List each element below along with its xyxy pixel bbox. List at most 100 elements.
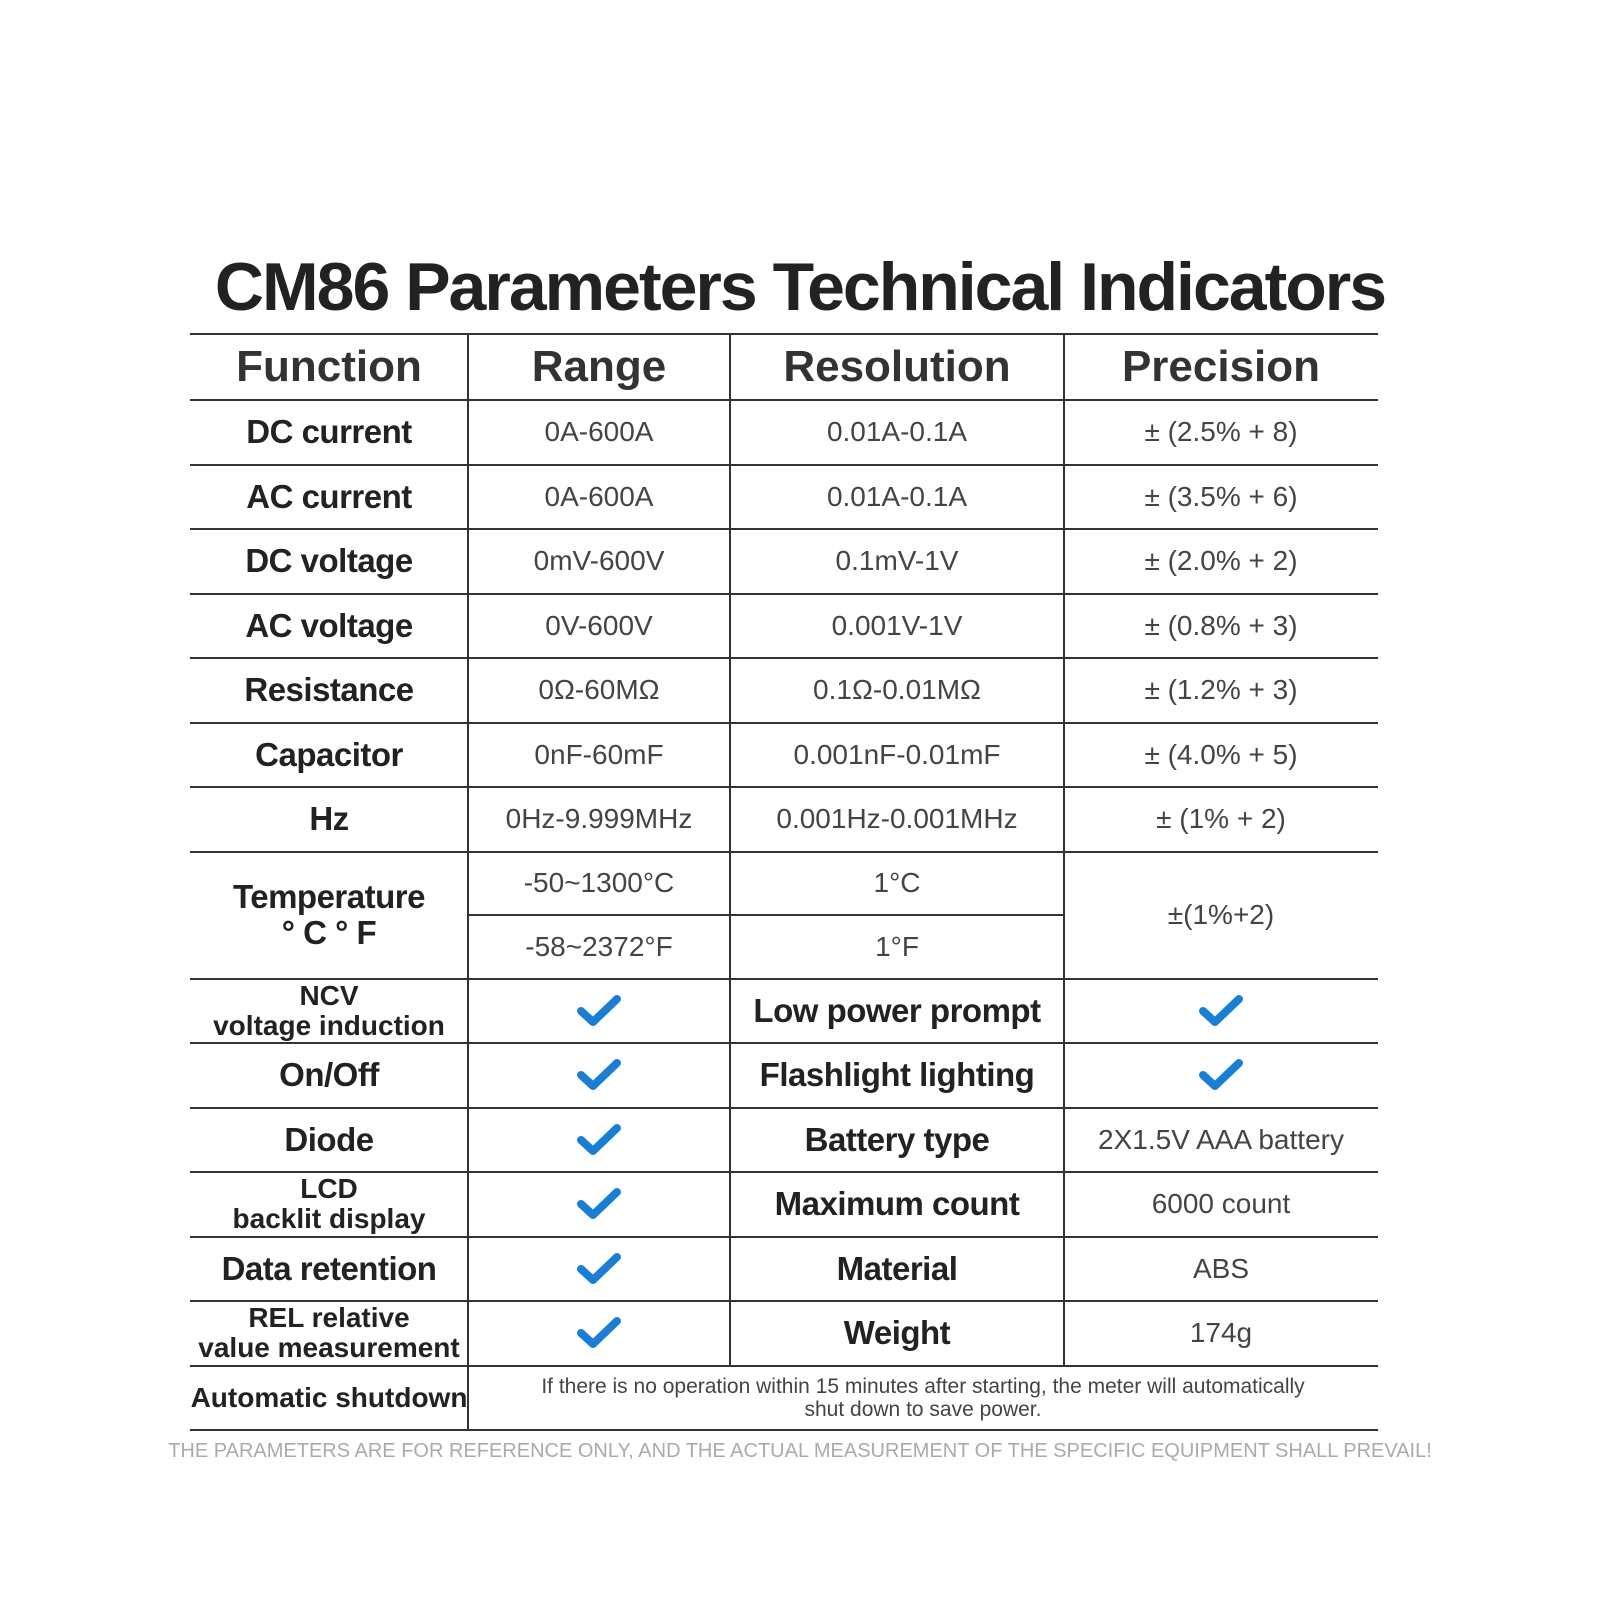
value-cell: -50~1300°C <box>468 852 730 916</box>
check-icon <box>577 1188 621 1220</box>
value-cell-text: 1°C <box>873 867 921 899</box>
function-cell-text: backlit display <box>232 1203 426 1235</box>
check-cell <box>468 1108 730 1173</box>
row-line <box>468 914 1064 916</box>
value-cell: 6000 count <box>1064 1172 1378 1237</box>
function-cell-text: REL relative <box>248 1302 410 1334</box>
function-cell-text: Temperature <box>233 878 425 915</box>
function-cell: Automatic shutdown <box>190 1366 468 1431</box>
header-cell: Resolution <box>730 334 1064 400</box>
value-cell: ± (1.2% + 3) <box>1064 658 1378 723</box>
row-line <box>190 1429 1378 1431</box>
value-cell: ± (2.5% + 8) <box>1064 400 1378 465</box>
header-cell: Function <box>190 334 468 400</box>
value-cell: ABS <box>1064 1237 1378 1302</box>
column-line <box>467 334 469 1430</box>
check-icon <box>577 1252 621 1284</box>
function-cell: Temperature ° C ° F <box>190 852 468 979</box>
function-cell-text: LCD <box>300 1173 358 1205</box>
function-cell-text: Low power prompt <box>753 991 1041 1029</box>
row-line <box>190 1235 1378 1238</box>
function-cell: Resistance <box>190 658 468 723</box>
function-cell: Battery type <box>730 1108 1064 1173</box>
function-cell: AC voltage <box>190 594 468 659</box>
value-cell-text: 0.001nF-0.01mF <box>793 738 1001 770</box>
value-cell: 0.01A-0.1A <box>730 465 1064 530</box>
value-cell: 2X1.5V AAA battery <box>1064 1108 1378 1173</box>
check-cell <box>468 1172 730 1237</box>
value-cell-text: 0.1Ω-0.01MΩ <box>813 674 981 706</box>
row-line <box>190 850 1378 853</box>
note-cell-text: If there is no operation within 15 minut… <box>541 1374 1305 1398</box>
check-icon <box>577 1123 621 1155</box>
function-cell-text: value measurement <box>198 1332 460 1364</box>
footer-note: THE PARAMETERS ARE FOR REFERENCE ONLY, A… <box>168 1440 1432 1462</box>
function-cell-text: Automatic shutdown <box>190 1381 468 1413</box>
function-cell-text: Diode <box>284 1120 374 1158</box>
value-cell-text: 0mV-600V <box>533 545 665 577</box>
value-cell-text: 1°F <box>875 930 919 962</box>
function-cell-text: Material <box>836 1249 958 1287</box>
function-cell: Maximum count <box>730 1172 1064 1237</box>
value-cell-text: 2X1.5V AAA battery <box>1098 1123 1344 1155</box>
function-cell: LCD backlit display <box>190 1172 468 1237</box>
header-cell-text: Range <box>531 342 667 391</box>
value-cell-text: 0.1mV-1V <box>835 545 959 577</box>
function-cell: NCV voltage induction <box>190 979 468 1044</box>
check-cell <box>1064 979 1378 1044</box>
function-cell-text: Weight <box>843 1314 951 1352</box>
function-cell-text: Hz <box>309 800 349 838</box>
value-cell: ±(1%+2) <box>1064 852 1378 979</box>
value-cell-text: 0.001V-1V <box>831 609 963 641</box>
function-cell-text: On/Off <box>279 1056 379 1094</box>
value-cell: ± (0.8% + 3) <box>1064 594 1378 659</box>
value-cell: 0V-600V <box>468 594 730 659</box>
function-cell-text: Flashlight lighting <box>759 1056 1035 1094</box>
value-cell-text: ±(1%+2) <box>1167 899 1275 930</box>
function-cell: Diode <box>190 1108 468 1173</box>
value-cell-text: 174g <box>1189 1317 1253 1349</box>
row-line <box>190 1171 1378 1173</box>
row-line <box>190 1042 1378 1044</box>
column-line <box>729 334 731 1366</box>
value-cell: 0A-600A <box>468 400 730 465</box>
header-cell: Range <box>468 334 730 400</box>
function-cell: Material <box>730 1237 1064 1302</box>
check-cell <box>468 1237 730 1302</box>
function-cell-text: voltage induction <box>213 1009 445 1041</box>
value-cell: 0Hz-9.999MHz <box>468 787 730 852</box>
value-cell-text: ± (2.0% + 2) <box>1144 545 1298 577</box>
value-cell: ± (3.5% + 6) <box>1064 465 1378 530</box>
value-cell-text: ± (1% + 2) <box>1156 803 1286 835</box>
value-cell: 0nF-60mF <box>468 723 730 788</box>
function-cell-text: AC current <box>246 477 412 515</box>
function-cell: Hz <box>190 787 468 852</box>
value-cell-text: 6000 count <box>1151 1188 1291 1220</box>
function-cell-text: Capacitor <box>255 735 403 773</box>
value-cell: 0A-600A <box>468 465 730 530</box>
function-cell-text: NCV <box>299 979 359 1011</box>
value-cell: ± (2.0% + 2) <box>1064 529 1378 594</box>
value-cell-text: 0A-600A <box>544 416 654 448</box>
value-cell: 174g <box>1064 1301 1378 1366</box>
value-cell-text: ± (0.8% + 3) <box>1144 609 1298 641</box>
function-cell-text: DC voltage <box>245 542 413 580</box>
function-cell: Weight <box>730 1301 1064 1366</box>
function-cell-text: Data retention <box>221 1249 437 1287</box>
value-cell: 1°C <box>730 852 1064 916</box>
function-cell: DC voltage <box>190 529 468 594</box>
function-cell-text: AC voltage <box>245 606 413 644</box>
row-line <box>190 1300 1378 1302</box>
function-cell: Data retention <box>190 1237 468 1302</box>
column-line <box>1063 334 1065 1366</box>
value-cell-text: -50~1300°C <box>523 867 675 899</box>
row-line <box>190 786 1378 788</box>
row-line <box>190 399 1378 401</box>
value-cell: 0mV-600V <box>468 529 730 594</box>
header-cell-text: Resolution <box>783 342 1011 391</box>
function-cell-text: Maximum count <box>774 1185 1020 1223</box>
check-cell <box>468 979 730 1044</box>
value-cell-text: ± (3.5% + 6) <box>1144 480 1298 512</box>
note-cell-text: shut down to save power. <box>804 1397 1042 1421</box>
